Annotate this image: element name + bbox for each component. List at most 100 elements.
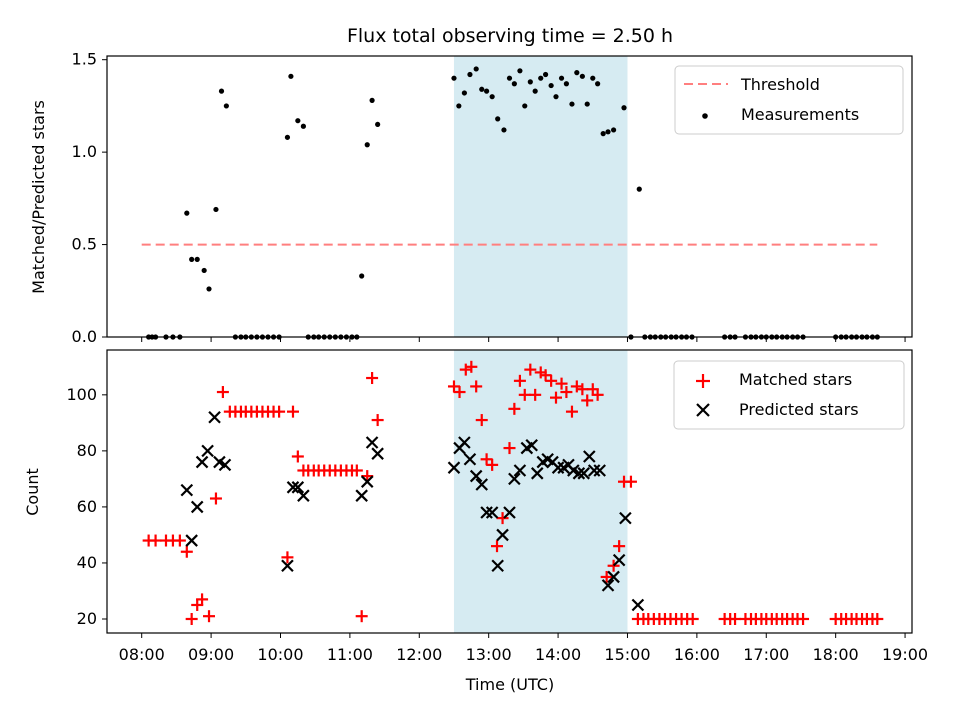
x-tick-label: 08:00 <box>119 645 165 664</box>
measurement-point <box>574 70 580 76</box>
predicted-point-b <box>525 438 538 452</box>
x-tick-label: 19:00 <box>882 645 928 664</box>
predicted-point <box>195 455 209 469</box>
predicted-point-b <box>587 464 601 477</box>
matched-legend-swatch <box>696 374 710 388</box>
predicted-point <box>503 506 516 519</box>
measurement-point <box>558 75 565 81</box>
predicted-point-b <box>530 467 544 480</box>
measurement-points <box>146 66 880 340</box>
matched-point <box>286 405 299 418</box>
matched-point <box>686 612 699 625</box>
matched-point <box>581 394 594 407</box>
measurement-point <box>579 73 585 79</box>
predicted-point-b <box>577 467 591 480</box>
predicted-point <box>355 489 368 502</box>
matched-point <box>491 540 504 553</box>
top-y-tick-label: 0.5 <box>72 235 97 254</box>
predicted-point-b <box>360 475 374 488</box>
predicted-point-b <box>513 464 527 477</box>
predicted-point-b <box>286 481 300 494</box>
predicted-point-b <box>496 528 509 542</box>
predicted-point <box>513 464 527 477</box>
bottom-panel: 20 40 60 80 100 08:00 09:00 10:00 11:00 12:00 13:… <box>23 349 928 694</box>
predicted-point-b <box>619 511 632 525</box>
predicted-point <box>201 444 214 458</box>
measurement-point <box>522 103 528 109</box>
x-tick-label: 12:00 <box>396 645 442 664</box>
matched-point <box>196 593 209 606</box>
measurement-point <box>479 86 485 92</box>
measurement-point <box>532 88 538 94</box>
predicted-point <box>360 475 374 488</box>
predicted-point-b <box>567 464 580 477</box>
matched-point <box>624 475 637 488</box>
bottom-y-tick-label: 20 <box>77 609 97 628</box>
bottom-legend-box <box>673 360 905 430</box>
predicted-point-b <box>480 506 493 519</box>
predicted-point <box>508 472 521 486</box>
matched-point <box>273 405 286 418</box>
matched-point <box>180 545 193 558</box>
predicted-point-b <box>503 506 516 519</box>
measurement-point <box>364 142 370 148</box>
predicted-point <box>496 528 509 542</box>
bottom-legend: Matched stars Predicted stars <box>673 360 905 430</box>
predicted-point <box>185 534 198 547</box>
predicted-point-b <box>508 472 521 486</box>
predicted-legend-label: Predicted stars <box>739 400 859 419</box>
measurement-point <box>527 79 533 85</box>
matched-point <box>570 380 583 393</box>
predicted-point <box>551 461 565 474</box>
predicted-point-b <box>583 450 596 463</box>
predicted-point <box>577 467 591 480</box>
predicted-point-b <box>546 455 559 469</box>
predicted-point <box>190 500 204 514</box>
predicted-point <box>619 511 632 525</box>
predicted-point-b <box>208 410 221 424</box>
predicted-point <box>365 436 379 449</box>
predicted-point-b <box>601 579 615 592</box>
measurement-point <box>538 75 544 81</box>
measurement-legend-label: Measurements <box>741 105 859 124</box>
predicted-points <box>180 410 645 612</box>
measurement-point <box>295 118 301 124</box>
top-legend-box <box>674 65 904 135</box>
predicted-point-b <box>180 483 194 497</box>
predicted-point-b <box>297 489 310 502</box>
measurement-point <box>184 210 190 216</box>
matched-point <box>555 377 568 390</box>
measurement-point <box>553 94 559 100</box>
predicted-point <box>469 469 483 483</box>
measurement-point <box>489 94 495 100</box>
measurement-point <box>621 105 627 111</box>
predicted-point <box>530 467 544 480</box>
measurement-point <box>456 103 462 109</box>
predicted-point <box>491 559 504 573</box>
matched-point <box>480 453 493 466</box>
x-tick-label: 18:00 <box>813 645 859 664</box>
measurement-point <box>495 116 501 122</box>
measurement-point <box>206 286 212 292</box>
matched-point <box>185 612 198 625</box>
predicted-point-b <box>195 455 209 469</box>
matched-point <box>513 374 526 387</box>
matched-point <box>366 372 379 385</box>
measurement-point <box>595 81 601 87</box>
x-tick-label: 10:00 <box>257 645 303 664</box>
matched-point <box>797 612 810 625</box>
predicted-point <box>458 436 471 449</box>
predicted-point-b <box>281 559 294 573</box>
predicted-point-b <box>447 461 461 474</box>
matched-point <box>607 559 620 572</box>
predicted-point <box>612 553 626 567</box>
top-panel: 0.0 0.5 1.0 1.5 Matched/Predicted stars Thr… <box>29 50 913 346</box>
measurement-point <box>610 127 617 133</box>
predicted-point-b <box>491 559 504 573</box>
measurement-point <box>288 73 294 79</box>
measurement-point <box>600 131 606 137</box>
top-axes-frame <box>106 55 913 338</box>
top-y-tick-label: 0.0 <box>72 327 97 346</box>
matched-point <box>600 570 613 583</box>
measurement-point <box>506 75 513 81</box>
